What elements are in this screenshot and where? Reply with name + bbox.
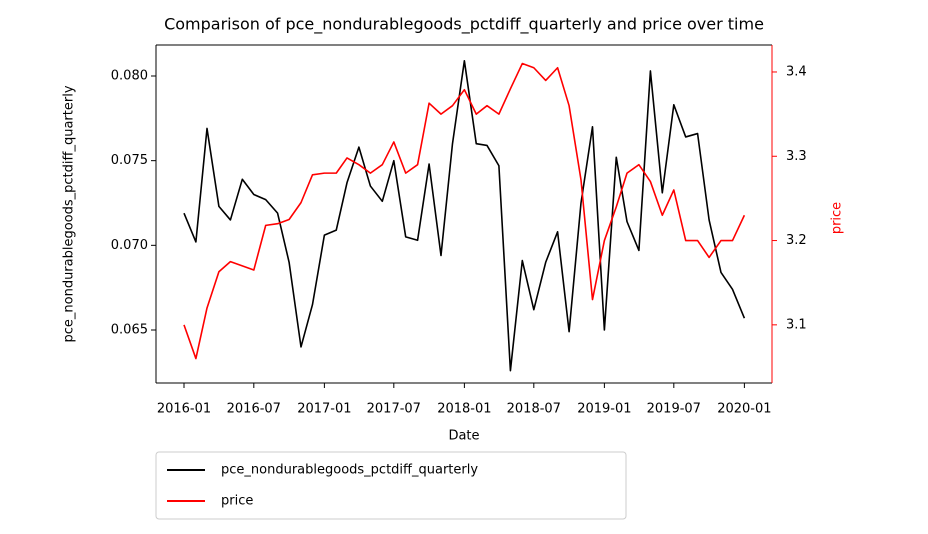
y2-axis-label: price <box>830 202 845 234</box>
y2-tick-label: 3.1 <box>786 317 807 332</box>
x-tick-label: 2019-01 <box>577 402 631 417</box>
y2-tick-label: 3.3 <box>786 149 807 164</box>
y-tick-label: 0.065 <box>111 322 148 337</box>
x-tick-label: 2016-01 <box>157 402 211 417</box>
x-tick-label: 2018-01 <box>437 402 491 417</box>
chart-title: Comparison of pce_nondurablegoods_pctdif… <box>164 15 764 35</box>
x-tick-label: 2018-07 <box>507 402 561 417</box>
y-tick-label: 0.070 <box>111 238 148 253</box>
x-axis-label: Date <box>448 429 479 444</box>
x-tick-label: 2017-01 <box>297 402 351 417</box>
y2-tick-label: 3.2 <box>786 233 807 248</box>
legend-label: pce_nondurablegoods_pctdiff_quarterly <box>221 463 478 478</box>
y2-tick-label: 3.4 <box>786 64 807 79</box>
x-tick-label: 2020-01 <box>717 402 771 417</box>
y-axis-label: pce_nondurablegoods_pctdiff_quarterly <box>62 85 77 342</box>
series-line <box>183 62 746 360</box>
x-tick-label: 2016-07 <box>227 402 281 417</box>
legend-box <box>155 451 627 520</box>
y-tick-label: 0.075 <box>111 153 148 168</box>
x-tick-label: 2019-07 <box>647 402 701 417</box>
y-tick-label: 0.080 <box>111 68 148 83</box>
series-line <box>183 59 746 372</box>
x-tick-label: 2017-07 <box>367 402 421 417</box>
legend-label: price <box>221 494 253 509</box>
